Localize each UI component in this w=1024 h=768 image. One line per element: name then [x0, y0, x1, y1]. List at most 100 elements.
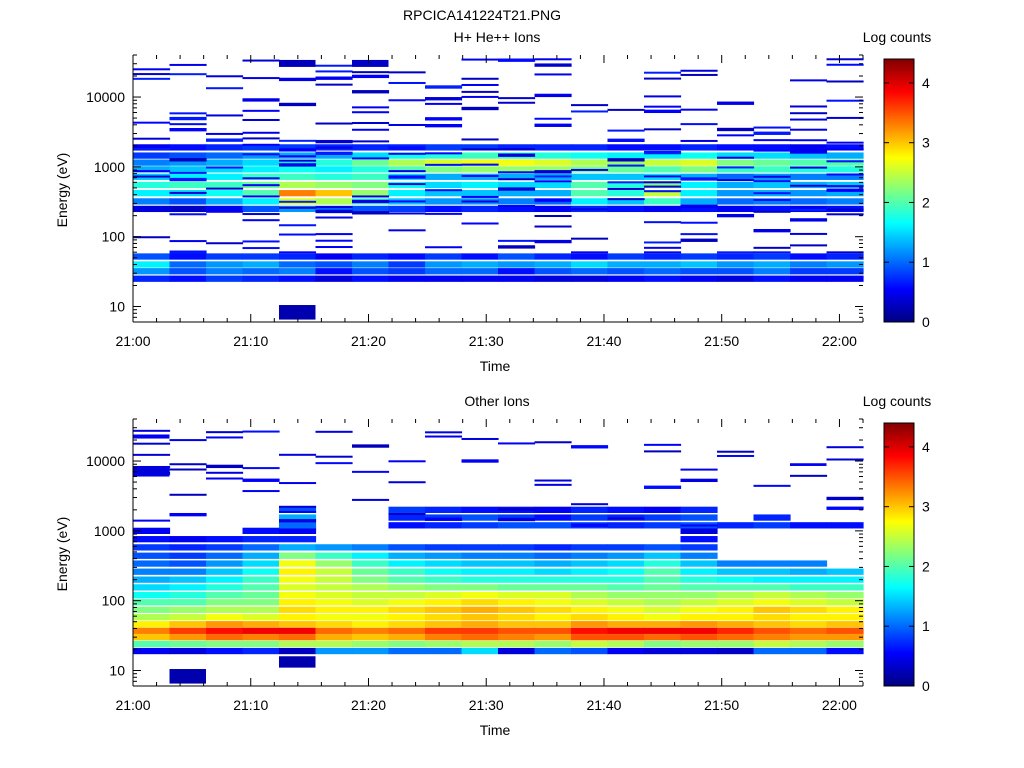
heatmap-cell — [717, 253, 755, 260]
heatmap-cell — [352, 190, 390, 197]
heatmap-cell — [753, 198, 791, 205]
heatmap-cell — [133, 68, 171, 71]
heatmap-cell — [534, 514, 572, 521]
heatmap-cell — [607, 159, 645, 166]
heatmap-cell — [133, 606, 171, 613]
heatmap-cell — [680, 205, 718, 213]
heatmap-cell — [498, 173, 536, 180]
heatmap-cell — [169, 512, 207, 517]
heatmap-cell — [352, 592, 390, 599]
heatmap-cell — [352, 498, 390, 501]
heatmap-cell — [717, 647, 755, 655]
panel-title: H+ He++ Ions — [454, 29, 541, 45]
heatmap-cell — [279, 527, 317, 534]
heatmap-cell — [352, 614, 390, 621]
heatmap-cell — [315, 455, 353, 458]
heatmap-cell — [425, 621, 463, 628]
heatmap-cell — [169, 584, 207, 591]
heatmap-cell — [279, 606, 317, 613]
heatmap-cell — [534, 117, 572, 120]
heatmap-cell — [607, 552, 645, 559]
heatmap-cell — [826, 213, 864, 216]
heatmap-cell — [315, 233, 353, 236]
heatmap-cell — [425, 261, 463, 268]
heatmap-cell — [133, 137, 171, 140]
heatmap-cell — [206, 634, 244, 641]
heatmap-cell — [680, 261, 718, 268]
heatmap-cell — [133, 519, 171, 522]
heatmap-cell — [425, 166, 463, 173]
heatmap-cell — [169, 191, 207, 194]
heatmap-cell — [498, 517, 536, 522]
heatmap-cell — [534, 180, 572, 183]
x-tick-label: 22:00 — [822, 333, 857, 349]
heatmap-cell — [534, 606, 572, 613]
heatmap-cell — [644, 159, 682, 166]
heatmap-cell — [352, 552, 390, 559]
heatmap-cell — [498, 187, 536, 191]
heatmap-cell — [206, 647, 244, 655]
y-axis-label: Energy (eV) — [54, 153, 70, 228]
heatmap-cell — [242, 166, 280, 173]
heatmap-cell — [425, 634, 463, 641]
heatmap-cell — [753, 522, 791, 529]
colorbar-tick-label: 2 — [922, 194, 930, 210]
heatmap-cell — [644, 166, 682, 173]
heatmap-cell — [753, 640, 791, 648]
heatmap-cell — [388, 592, 426, 599]
heatmap-cell — [753, 253, 791, 260]
heatmap-cell — [425, 205, 463, 213]
heatmap-plot-area — [133, 429, 864, 684]
heatmap-cell — [753, 166, 791, 173]
heatmap-cell — [279, 544, 317, 551]
heatmap-cell — [425, 144, 463, 151]
heatmap-cell — [279, 253, 317, 260]
heatmap-cell — [607, 506, 645, 513]
heatmap-cell — [607, 205, 645, 213]
heatmap-cell — [133, 568, 171, 575]
heatmap-cell — [279, 190, 317, 197]
heatmap-cell — [425, 275, 463, 282]
heatmap-cell — [717, 634, 755, 641]
heatmap-cell — [753, 152, 791, 159]
heatmap-cell — [206, 640, 244, 648]
heatmap-cell — [607, 517, 645, 520]
heatmap-cell — [206, 198, 244, 205]
heatmap-cell — [498, 508, 536, 511]
heatmap-cell — [498, 552, 536, 559]
heatmap-cell — [242, 275, 280, 282]
heatmap-cell — [242, 544, 280, 551]
x-tick-label: 21:30 — [469, 697, 504, 713]
heatmap-cell — [279, 510, 317, 513]
heatmap-cell — [790, 152, 828, 159]
heatmap-cell — [133, 560, 171, 567]
heatmap-cell — [425, 435, 463, 438]
heatmap-cell — [425, 212, 463, 215]
heatmap-cell — [461, 544, 499, 551]
heatmap-cell — [571, 198, 609, 205]
heatmap-cell — [242, 430, 280, 433]
heatmap-cell — [717, 606, 755, 613]
heatmap-cell — [315, 152, 353, 159]
heatmap-cell — [206, 560, 244, 567]
heatmap-cell — [571, 190, 609, 197]
heatmap-cell — [571, 168, 609, 171]
heatmap-cell — [352, 111, 390, 114]
heatmap-cell — [790, 128, 828, 131]
heatmap-cell — [169, 669, 206, 684]
heatmap-cell — [571, 627, 609, 634]
heatmap-cell — [826, 584, 864, 591]
heatmap-cell — [680, 634, 718, 641]
heatmap-cell — [644, 627, 682, 634]
heatmap-cell — [388, 621, 426, 628]
heatmap-cell — [607, 268, 645, 275]
heatmap-cell — [388, 512, 426, 515]
heatmap-cell — [607, 198, 645, 201]
heatmap-cell — [388, 568, 426, 575]
heatmap-cell — [644, 181, 682, 184]
y-tick-label: 10 — [109, 299, 125, 315]
heatmap-cell — [279, 148, 317, 152]
heatmap-cell — [206, 431, 244, 434]
heatmap-cell — [790, 606, 828, 613]
heatmap-cell — [790, 614, 828, 621]
